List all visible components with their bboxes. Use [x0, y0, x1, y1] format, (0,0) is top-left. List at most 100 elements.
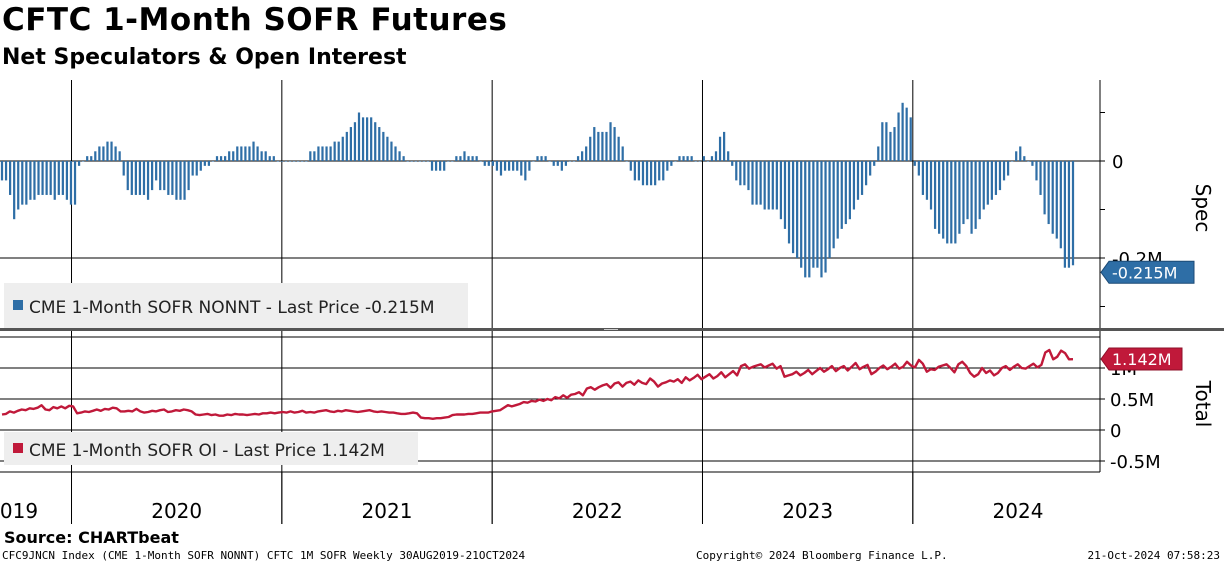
panel-resize-handle[interactable] — [604, 329, 618, 330]
spec-bar — [901, 102, 904, 161]
spec-bar — [528, 161, 531, 171]
spec-bar — [568, 161, 572, 162]
spec-bar — [288, 161, 292, 162]
spec-bar — [840, 161, 843, 229]
spec-bar — [252, 141, 255, 161]
footer-timestamp: 21-Oct-2024 07:58:23 — [1087, 549, 1220, 562]
oi-panel: 1M0.5M0-0.5M Total 1.142M CME 1-Month SO… — [0, 331, 1215, 524]
spec-bar — [714, 151, 718, 161]
spec-bar — [877, 146, 880, 161]
spec-bar — [560, 161, 563, 171]
spec-gridlines — [0, 80, 1101, 328]
spec-bar — [305, 161, 308, 162]
spec-bar — [163, 161, 166, 191]
spec-bar — [491, 161, 494, 166]
spec-bar — [1059, 161, 1062, 249]
spec-bar — [800, 161, 803, 268]
oi-legend-text: CME 1-Month SOFR OI - Last Price 1.142M — [29, 441, 385, 461]
spec-bar — [524, 161, 527, 181]
spec-bar — [268, 156, 271, 161]
spec-bar — [597, 131, 600, 161]
spec-bar — [57, 161, 60, 195]
spec-bar — [617, 136, 620, 161]
spec-bar — [796, 161, 799, 258]
spec-bar — [475, 156, 478, 161]
spec-bar — [426, 161, 430, 162]
spec-bar — [698, 161, 701, 162]
spec-bar — [41, 161, 44, 195]
spec-bar — [605, 131, 608, 161]
spec-bar — [581, 151, 584, 161]
spec-bar — [134, 161, 137, 195]
x-tick-label: 2021 — [362, 499, 413, 523]
spec-bar — [443, 161, 446, 171]
spec-bar — [459, 156, 462, 161]
spec-bar — [1051, 161, 1054, 234]
spec-bar — [848, 161, 851, 220]
spec-bar — [532, 161, 535, 162]
x-tick-label: 2022 — [572, 499, 623, 523]
x-tick-label: 2023 — [782, 499, 833, 523]
spec-bar — [240, 146, 243, 161]
spec-bar — [110, 141, 113, 161]
spec-bar — [1031, 161, 1034, 166]
spec-bar — [751, 161, 754, 205]
spec-bar — [885, 122, 888, 161]
spec-bar — [232, 151, 235, 161]
spec-bar — [434, 161, 438, 171]
spec-bar — [455, 156, 458, 161]
spec-bar — [33, 161, 36, 200]
spec-bar — [45, 161, 48, 195]
spec-bar — [499, 161, 503, 176]
spec-bar — [986, 161, 989, 205]
spec-bar — [479, 161, 482, 162]
spec-bar — [159, 161, 162, 191]
spec-bar — [53, 161, 56, 200]
spec-bar — [439, 161, 442, 171]
spec-bar — [962, 161, 965, 225]
spec-bar — [609, 122, 612, 161]
spec-bar — [82, 161, 85, 162]
spec-bar — [370, 117, 373, 161]
spec-last-marker: -0.215M — [1100, 260, 1195, 284]
spec-bar — [171, 161, 174, 195]
spec-bar — [601, 131, 604, 161]
spec-bar — [938, 161, 941, 234]
spec-bar — [690, 156, 693, 161]
spec-bar — [248, 146, 251, 161]
spec-bar — [909, 117, 912, 161]
spec-bar — [816, 161, 819, 268]
spec-bar — [382, 131, 385, 161]
spec-bar — [98, 146, 101, 161]
spec-bar — [4, 161, 8, 181]
x-tick-label: 2020 — [151, 499, 202, 523]
spec-bar — [727, 151, 730, 161]
spec-bar — [637, 161, 641, 181]
spec-bar — [483, 161, 486, 166]
spec-bar — [1006, 161, 1010, 176]
spec-bar — [779, 161, 783, 220]
spec-bar — [512, 161, 515, 171]
spec-bar — [1067, 161, 1071, 268]
spec-bar — [1055, 161, 1058, 239]
spec-bar — [783, 161, 787, 229]
spec-bar — [516, 161, 519, 171]
spec-bar — [852, 161, 856, 210]
spec-bar — [540, 156, 543, 161]
spec-bar — [183, 161, 186, 200]
oi-y-axis: 1M0.5M0-0.5M — [1100, 359, 1161, 473]
spec-bar — [520, 161, 523, 176]
spec-bar — [402, 156, 405, 161]
spec-bar — [718, 136, 722, 161]
spec-bar — [292, 161, 296, 162]
spec-bar — [864, 161, 868, 186]
spec-bar — [621, 146, 624, 161]
spec-bar — [77, 161, 81, 166]
spec-bar — [958, 161, 961, 234]
spec-bar — [309, 151, 312, 161]
spec-last-value: -0.215M — [1112, 263, 1177, 282]
spec-bar — [106, 141, 109, 161]
spec-bar — [881, 122, 884, 161]
spec-bar — [394, 146, 397, 161]
spec-bar — [301, 161, 304, 162]
